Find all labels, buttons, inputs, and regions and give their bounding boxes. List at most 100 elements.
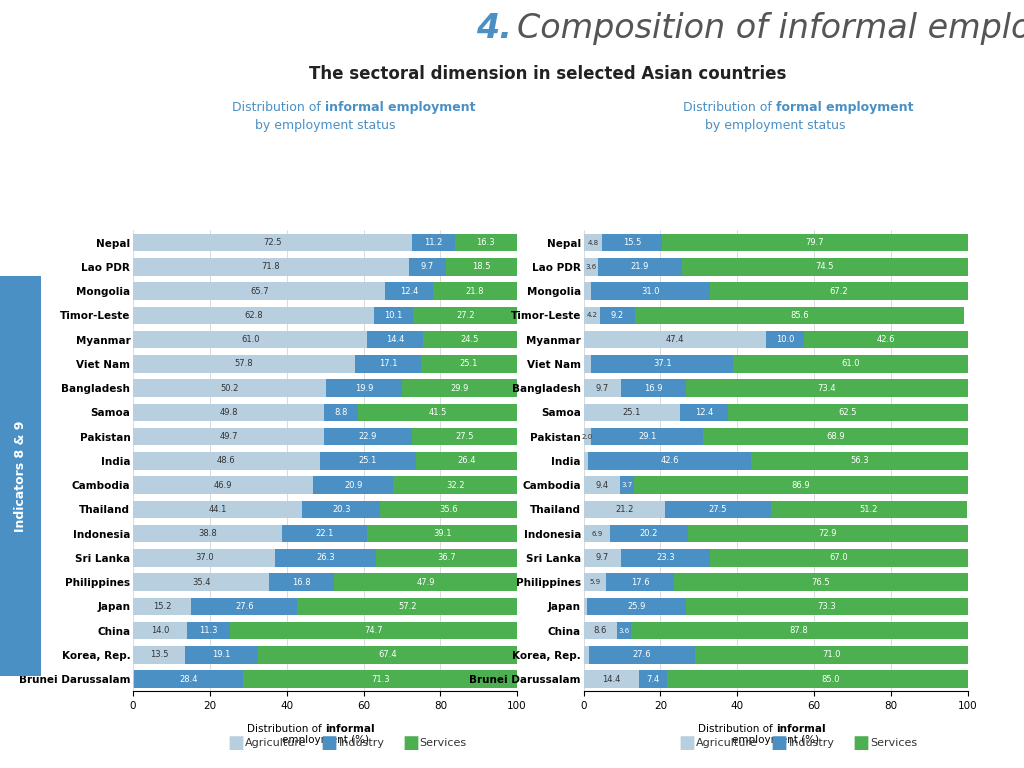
- Bar: [688, 525, 968, 542]
- Bar: [588, 452, 752, 469]
- Text: 17.1: 17.1: [379, 359, 397, 369]
- Bar: [584, 306, 600, 324]
- Text: 3.6: 3.6: [585, 263, 596, 270]
- Bar: [282, 525, 367, 542]
- Text: 6.9: 6.9: [591, 531, 602, 537]
- Text: 29.9: 29.9: [451, 383, 469, 392]
- Bar: [584, 403, 680, 421]
- Bar: [133, 574, 269, 591]
- Text: 5.9: 5.9: [590, 579, 600, 585]
- Text: Distribution of: Distribution of: [683, 101, 776, 114]
- Bar: [710, 283, 968, 300]
- Bar: [666, 501, 771, 518]
- Text: 9.7: 9.7: [421, 263, 434, 271]
- Text: Distribution of: Distribution of: [232, 101, 326, 114]
- Text: Services: Services: [420, 737, 467, 748]
- Text: 24.5: 24.5: [461, 335, 479, 344]
- Bar: [610, 525, 688, 542]
- Bar: [133, 283, 385, 300]
- Text: by employment status: by employment status: [706, 119, 846, 132]
- Text: informal: informal: [776, 724, 825, 734]
- Bar: [385, 283, 433, 300]
- Bar: [133, 355, 355, 372]
- Text: 27.2: 27.2: [456, 311, 474, 319]
- Bar: [620, 476, 634, 494]
- Text: informal employment: informal employment: [326, 101, 475, 114]
- Text: 37.0: 37.0: [195, 553, 213, 562]
- Text: 79.7: 79.7: [805, 238, 824, 247]
- Bar: [584, 622, 616, 639]
- Bar: [668, 670, 993, 688]
- Bar: [602, 233, 662, 251]
- Bar: [584, 598, 587, 615]
- Bar: [584, 646, 589, 664]
- Text: ■: ■: [227, 733, 245, 752]
- Text: 25.9: 25.9: [628, 602, 646, 611]
- Bar: [133, 306, 375, 324]
- Bar: [631, 622, 968, 639]
- Text: 74.7: 74.7: [365, 626, 383, 635]
- Text: 10.0: 10.0: [776, 335, 794, 344]
- Text: formal employment: formal employment: [776, 101, 913, 114]
- Bar: [358, 403, 517, 421]
- Text: 57.8: 57.8: [234, 359, 253, 369]
- Bar: [275, 549, 376, 567]
- Bar: [733, 355, 968, 372]
- Bar: [752, 452, 968, 469]
- Bar: [133, 622, 186, 639]
- Bar: [686, 598, 968, 615]
- Bar: [589, 646, 695, 664]
- Text: 49.8: 49.8: [219, 408, 238, 417]
- Text: 9.2: 9.2: [611, 311, 624, 319]
- Bar: [412, 233, 455, 251]
- Text: 11.2: 11.2: [424, 238, 442, 247]
- Bar: [133, 501, 302, 518]
- Text: 86.9: 86.9: [792, 481, 810, 489]
- Text: Indicators 8 & 9: Indicators 8 & 9: [14, 420, 27, 532]
- Bar: [591, 283, 710, 300]
- Text: 67.0: 67.0: [829, 553, 848, 562]
- Bar: [413, 306, 517, 324]
- Text: 17.6: 17.6: [631, 578, 649, 587]
- Text: 12.4: 12.4: [400, 286, 419, 296]
- Bar: [433, 283, 517, 300]
- Text: 22.9: 22.9: [358, 432, 377, 441]
- Bar: [686, 379, 968, 397]
- Bar: [133, 525, 282, 542]
- Text: 46.9: 46.9: [214, 481, 232, 489]
- Bar: [711, 549, 968, 567]
- Text: 31.0: 31.0: [641, 286, 659, 296]
- Bar: [584, 574, 606, 591]
- Bar: [703, 428, 968, 445]
- Text: 27.5: 27.5: [709, 505, 727, 514]
- Text: 47.4: 47.4: [666, 335, 684, 344]
- Text: Distribution of: Distribution of: [697, 724, 776, 734]
- Text: 21.9: 21.9: [631, 263, 649, 271]
- Bar: [297, 598, 517, 615]
- Text: 35.6: 35.6: [439, 505, 458, 514]
- Bar: [133, 598, 191, 615]
- Text: 65.7: 65.7: [250, 286, 268, 296]
- Text: 67.2: 67.2: [829, 286, 848, 296]
- Bar: [334, 574, 517, 591]
- Text: 14.4: 14.4: [602, 674, 621, 684]
- Text: 87.8: 87.8: [790, 626, 809, 635]
- Bar: [682, 258, 968, 276]
- Text: 23.3: 23.3: [656, 553, 675, 562]
- Bar: [584, 355, 591, 372]
- Text: 56.3: 56.3: [850, 456, 869, 465]
- Bar: [381, 501, 517, 518]
- Text: ■: ■: [319, 733, 337, 752]
- Bar: [313, 476, 393, 494]
- Text: 18.5: 18.5: [472, 263, 490, 271]
- Text: 51.2: 51.2: [860, 505, 879, 514]
- Bar: [804, 331, 968, 348]
- Bar: [584, 452, 588, 469]
- Text: 12.4: 12.4: [694, 408, 713, 417]
- Text: 19.1: 19.1: [212, 650, 230, 659]
- Text: 85.0: 85.0: [821, 674, 840, 684]
- Bar: [592, 428, 703, 445]
- Text: employment (%): employment (%): [282, 735, 369, 745]
- Text: 41.5: 41.5: [429, 408, 447, 417]
- Text: 42.6: 42.6: [877, 335, 895, 344]
